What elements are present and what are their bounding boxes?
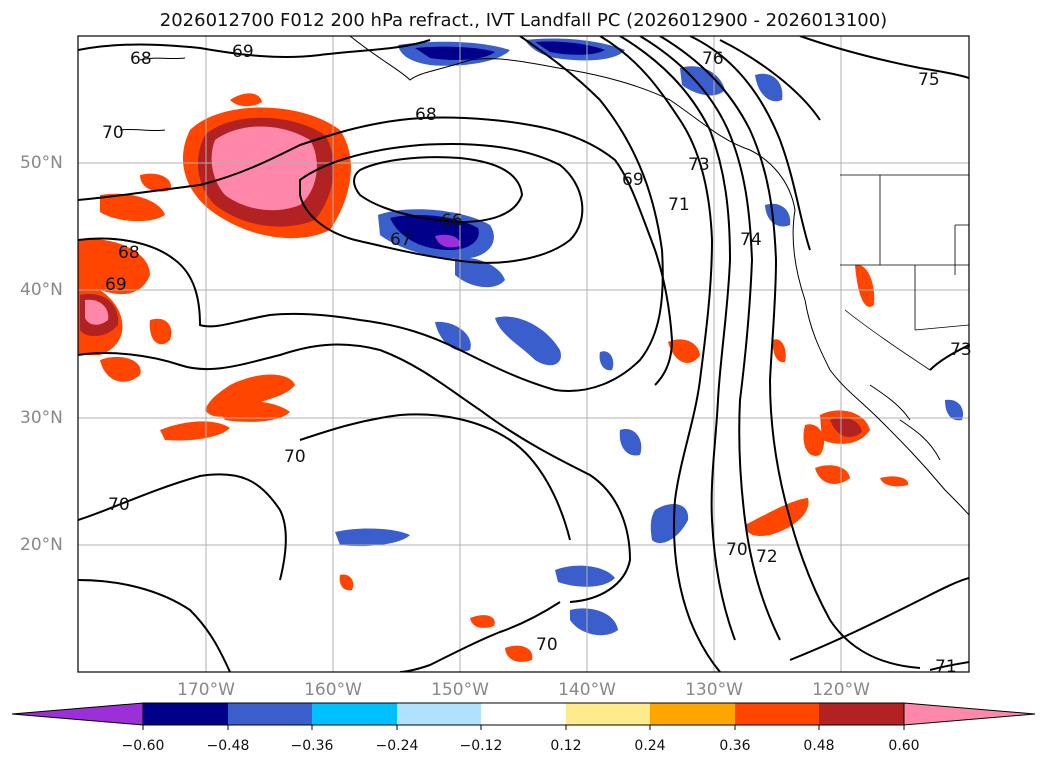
contour-label: 70 <box>726 540 748 560</box>
colorbar-cell <box>735 703 819 725</box>
contour-label: 70 <box>108 495 130 515</box>
negative-anomaly-region <box>455 257 505 288</box>
positive-anomaly-region <box>100 193 165 222</box>
colorbar-tick-label: 0.12 <box>550 738 582 754</box>
contour-label: 68 <box>118 243 140 263</box>
negative-anomaly-region <box>599 351 614 371</box>
positive-anomaly-region <box>855 264 875 307</box>
negative-anomaly-region <box>495 316 561 366</box>
colorbar-cell <box>566 703 650 725</box>
anomaly-fill-layer <box>78 38 964 662</box>
colorbar-tick-label: 0.60 <box>888 738 920 754</box>
contour-label: 73 <box>688 155 710 175</box>
colorbar-tick-label: −0.36 <box>290 738 334 754</box>
positive-anomaly-region <box>160 421 230 441</box>
colorbar-cell <box>819 703 904 725</box>
longitude-label: 140°W <box>558 680 616 700</box>
contour-label: 70 <box>284 447 306 467</box>
negative-anomaly-region <box>650 504 689 544</box>
contour-label: 68 <box>130 49 152 69</box>
negative-anomaly-region <box>755 73 783 102</box>
contour-label: 75 <box>918 70 940 90</box>
map-title: 2026012700 F012 200 hPa refract., IVT La… <box>159 10 888 31</box>
contour-label: 69 <box>105 275 127 295</box>
contour-label: 74 <box>740 230 762 250</box>
contour-label: 70 <box>536 635 558 655</box>
colorbar-cell <box>481 703 566 725</box>
latitude-label: 30°N <box>20 408 63 428</box>
colorbar-cell <box>312 703 397 725</box>
positive-anomaly-region <box>85 299 109 325</box>
colorbar-tick-label: −0.24 <box>375 738 419 754</box>
latitude-label: 50°N <box>20 153 63 173</box>
colorbar-tick-label: −0.12 <box>459 738 503 754</box>
colorbar-tick-label: 0.24 <box>634 738 666 754</box>
contour-label: 68 <box>415 105 437 125</box>
colorbar-cell <box>143 703 228 725</box>
colorbar-cell <box>650 703 735 725</box>
contour-label: 66 <box>441 211 463 231</box>
colorbar-cell <box>397 703 481 725</box>
height-contours <box>78 36 969 672</box>
negative-anomaly-region <box>619 429 642 456</box>
positive-anomaly-region <box>211 126 317 211</box>
contour-label-group: 68 69 70 68 66 67 68 69 71 73 74 76 75 7… <box>102 42 972 677</box>
negative-anomaly-region <box>570 608 618 636</box>
positive-anomaly-region <box>880 476 909 487</box>
colorbar-high-extension <box>903 702 1036 726</box>
colorbar <box>11 702 1036 730</box>
positive-anomaly-region <box>339 574 354 591</box>
positive-anomaly-region <box>140 173 171 192</box>
positive-anomaly-region <box>149 318 172 345</box>
colorbar-tick-label: −0.60 <box>121 738 165 754</box>
contour-label: 70 <box>102 123 124 143</box>
positive-anomaly-region <box>803 424 825 456</box>
negative-anomaly-region <box>555 565 615 587</box>
negative-anomaly-region <box>415 46 495 60</box>
contour-label: 71 <box>935 657 957 677</box>
map-frame <box>77 35 970 673</box>
longitude-label: 160°W <box>304 680 362 700</box>
positive-anomaly-region <box>668 339 700 363</box>
contour-label: 73 <box>950 340 972 360</box>
negative-anomaly-region <box>435 234 461 248</box>
positive-anomaly-region <box>470 615 495 628</box>
longitude-label: 130°W <box>685 680 743 700</box>
colorbar-tick-label: 0.36 <box>719 738 751 754</box>
coastline-layer <box>119 36 969 516</box>
positive-anomaly-region <box>100 356 141 382</box>
colorbar-cell <box>228 703 312 725</box>
positive-anomaly-region <box>745 498 809 536</box>
longitude-label: 170°W <box>177 680 235 700</box>
positive-anomaly-region <box>230 93 262 107</box>
negative-anomaly-region <box>945 399 964 421</box>
contour-label: 76 <box>702 49 724 69</box>
contour-label: 69 <box>622 170 644 190</box>
colorbar-tick-label: 0.48 <box>803 738 835 754</box>
negative-anomaly-region <box>435 321 471 352</box>
longitude-label: 150°W <box>431 680 489 700</box>
contour-label: 67 <box>390 230 412 250</box>
positive-anomaly-region <box>772 339 786 363</box>
longitude-label: 120°W <box>812 680 870 700</box>
positive-anomaly-region <box>215 400 290 422</box>
positive-anomaly-region <box>505 645 533 662</box>
colorbar-tick-label: −0.48 <box>206 738 250 754</box>
contour-label: 71 <box>668 195 690 215</box>
colorbar-low-extension <box>11 702 144 726</box>
latitude-label: 20°N <box>20 535 63 555</box>
positive-anomaly-region <box>830 417 862 437</box>
contour-label: 69 <box>232 42 254 62</box>
latitude-label: 40°N <box>20 280 63 300</box>
negative-anomaly-region <box>335 528 410 547</box>
contour-label: 72 <box>756 547 778 567</box>
